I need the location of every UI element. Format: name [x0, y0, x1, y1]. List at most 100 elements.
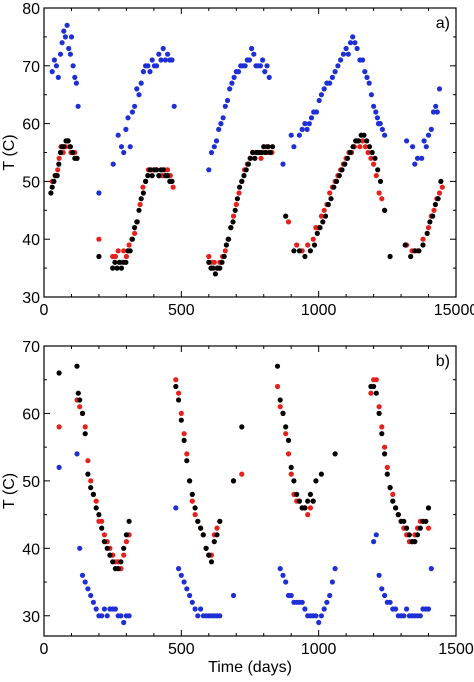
data-point	[401, 518, 407, 524]
data-point	[412, 161, 418, 167]
data-point	[173, 377, 179, 383]
data-point	[140, 69, 146, 75]
x-tick-label: 15000	[434, 302, 474, 319]
data-point	[332, 566, 338, 572]
data-point	[123, 253, 129, 260]
data-point	[439, 184, 445, 190]
data-point	[74, 155, 80, 161]
data-point	[417, 613, 423, 619]
data-point	[316, 619, 322, 626]
data-point	[99, 518, 105, 524]
data-point	[110, 265, 116, 271]
data-point	[432, 201, 438, 208]
data-point	[184, 451, 190, 457]
data-point	[425, 225, 432, 231]
data-point	[121, 248, 127, 254]
data-point	[305, 242, 311, 248]
data-point	[189, 599, 195, 605]
data-point	[257, 63, 263, 69]
data-point	[227, 86, 233, 92]
data-point	[373, 109, 379, 115]
data-point	[147, 69, 153, 75]
data-point	[325, 201, 331, 208]
data-point	[435, 196, 441, 202]
data-point	[331, 184, 337, 190]
panel-1-series-2	[56, 363, 432, 572]
data-point	[222, 103, 228, 109]
data-point	[178, 417, 184, 423]
data-point	[233, 201, 239, 208]
data-point	[90, 491, 96, 497]
data-point	[423, 144, 429, 150]
data-point	[364, 138, 370, 144]
data-point	[123, 259, 129, 265]
data-point	[420, 242, 426, 248]
data-point	[200, 532, 206, 538]
data-point	[107, 552, 113, 558]
data-point	[260, 57, 266, 63]
data-point	[368, 92, 374, 98]
data-point	[145, 173, 151, 179]
data-point	[251, 51, 257, 57]
data-point	[187, 478, 193, 484]
data-point	[115, 248, 121, 254]
data-point	[294, 242, 300, 248]
data-point	[184, 458, 190, 464]
data-point	[82, 424, 88, 430]
data-point	[414, 155, 421, 161]
data-point	[114, 265, 120, 271]
panel-0-series-1	[49, 138, 445, 271]
data-point	[382, 444, 388, 450]
data-point	[379, 126, 385, 132]
data-point	[333, 178, 340, 184]
data-point	[96, 511, 102, 518]
data-point	[376, 410, 382, 416]
data-point	[258, 155, 264, 161]
data-point	[376, 190, 382, 196]
data-point	[376, 404, 382, 410]
data-point	[56, 424, 62, 430]
data-point	[57, 51, 64, 57]
plot-frame	[43, 7, 457, 298]
data-point	[285, 451, 292, 457]
data-point	[420, 236, 426, 242]
data-point	[344, 155, 351, 161]
panel-0-series-2	[48, 132, 444, 277]
data-point	[376, 572, 382, 578]
data-point	[264, 63, 270, 69]
data-point	[327, 190, 333, 196]
data-point	[132, 225, 138, 231]
data-point	[57, 149, 64, 156]
data-point	[372, 155, 378, 161]
data-point	[55, 74, 61, 80]
data-point	[112, 253, 118, 260]
data-point	[318, 613, 324, 619]
data-point	[189, 498, 195, 504]
data-point	[160, 167, 166, 173]
data-point	[178, 572, 184, 578]
data-point	[427, 219, 433, 225]
data-point	[132, 230, 138, 236]
data-point	[296, 498, 302, 504]
data-point	[320, 219, 326, 225]
data-point	[99, 613, 105, 619]
data-point	[239, 424, 245, 430]
data-point	[393, 505, 399, 511]
data-point	[110, 161, 116, 167]
data-point	[242, 63, 248, 69]
data-point	[121, 545, 127, 551]
data-point	[156, 173, 162, 179]
data-point	[404, 525, 410, 531]
data-point	[181, 437, 187, 443]
data-point	[154, 167, 160, 173]
data-point	[362, 144, 368, 150]
data-point	[365, 149, 371, 156]
data-point	[322, 213, 329, 219]
data-point	[366, 80, 372, 86]
data-point	[123, 532, 129, 538]
data-point	[181, 579, 187, 585]
data-point	[165, 173, 171, 179]
data-point	[231, 74, 237, 80]
data-point	[360, 57, 366, 63]
